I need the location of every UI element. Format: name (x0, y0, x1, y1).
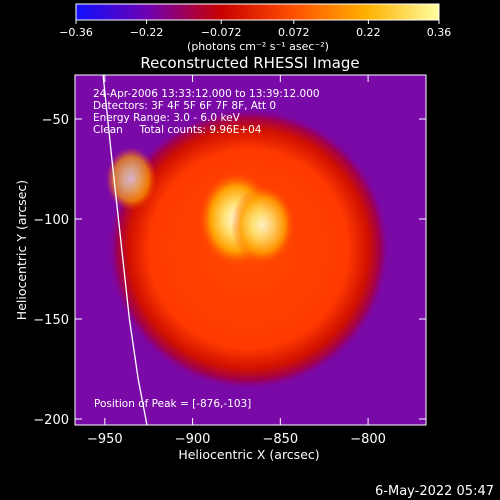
annotation-detectors: Detectors: 3F 4F 5F 6F 7F 8F, Att 0 (93, 100, 276, 112)
y-tick-label: −50 (42, 113, 69, 128)
colorbar-tick-label: 0.22 (356, 26, 381, 39)
annotation-time: 24-Apr-2006 13:33:12.000 to 13:39:12.000 (93, 88, 320, 100)
colorbar-tick-label: −0.22 (130, 26, 164, 39)
annotation-energy: Energy Range: 3.0 - 6.0 keV (93, 112, 241, 124)
colorbar-tick-label: −0.072 (201, 26, 242, 39)
colorbar-gradient (75, 3, 440, 21)
annotation-clean: Clean Total counts: 9.96E+04 (93, 124, 262, 136)
bright-source (105, 147, 157, 211)
y-tick-label: −100 (33, 213, 69, 228)
bright-source (231, 185, 295, 265)
x-axis: −950 −900 −850 −800 (87, 75, 386, 447)
y-tick-label: −200 (33, 413, 69, 428)
solar-limb-curve (102, 75, 148, 425)
colorbar-tick-label: 0.072 (278, 26, 310, 39)
bright-sources (105, 147, 295, 266)
colorbar-tick-label: 0.36 (427, 26, 452, 39)
x-tick-label: −850 (262, 432, 298, 447)
y-axis-label: Heliocentric Y (arcsec) (14, 180, 29, 320)
y-axis: −50 −100 −150 −200 (33, 113, 426, 428)
y-tick-label: −150 (33, 313, 69, 328)
colorbar-tick-label: −0.36 (59, 26, 93, 39)
colorbar: −0.36 −0.22 −0.072 0.072 0.22 0.36 (photons c… (59, 3, 451, 53)
footer-date: 6-May-2022 05:47 (375, 484, 494, 499)
peak-position-label: Position of Peak = [-876,-103] (94, 398, 251, 410)
colorbar-ticks: −0.36 −0.22 −0.072 0.072 0.22 0.36 (59, 20, 451, 39)
plot-frame (74, 74, 427, 426)
colorbar-unit-label: (photons cm⁻² s⁻¹ asec⁻²) (187, 40, 329, 53)
x-axis-label: Heliocentric X (arcsec) (178, 447, 319, 462)
x-tick-label: −900 (175, 432, 211, 447)
plot-area (75, 75, 426, 425)
x-tick-label: −950 (87, 432, 123, 447)
annotation-block: 24-Apr-2006 13:33:12.000 to 13:39:12.000… (93, 88, 320, 136)
chart-title: Reconstructed RHESSI Image (140, 54, 359, 72)
x-tick-label: −800 (350, 432, 386, 447)
